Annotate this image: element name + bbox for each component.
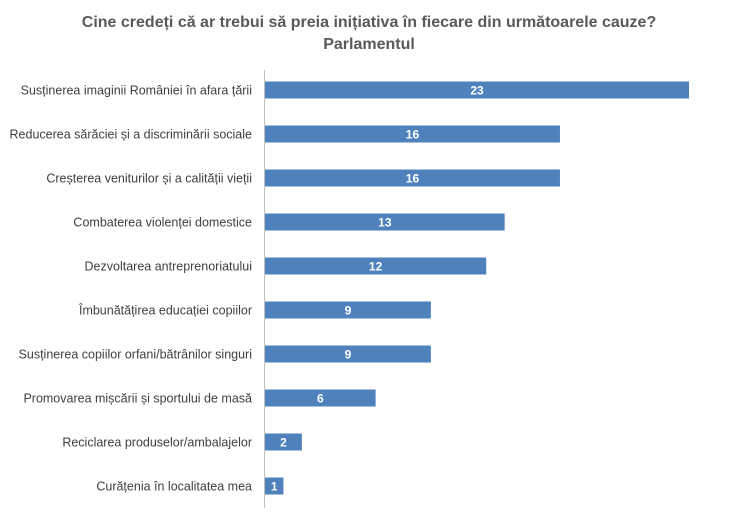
bar [265,213,505,231]
bar [265,81,689,99]
data-label: 6 [317,392,324,406]
bar [265,257,487,275]
category-label: Susținerea imaginii României în afara ță… [21,84,252,98]
bar [265,301,431,319]
data-label: 13 [378,216,392,230]
data-label: 9 [345,348,352,362]
bar [265,169,560,187]
data-label: 9 [345,304,352,318]
data-label: 23 [470,84,484,98]
category-label: Reciclarea produselor/ambalajelor [62,436,252,450]
chart-title: Cine credeți că ar trebui să preia iniți… [81,14,657,31]
bar-group: Susținerea imaginii României în afara ță… [10,81,689,495]
bar [265,125,560,143]
category-label: Îmbunătățirea educației copiilor [78,303,252,318]
data-label: 1 [271,480,278,494]
category-label: Susținerea copiilor orfani/bătrânilor si… [19,348,252,362]
data-label: 12 [369,260,383,274]
bar [265,433,302,451]
data-label: 16 [406,128,420,142]
data-label: 16 [406,172,420,186]
category-label: Curățenia în localitatea mea [96,480,252,494]
category-label: Reducerea sărăciei și a discriminării so… [10,128,253,142]
bar [265,477,284,495]
category-label: Dezvoltarea antreprenoriatului [85,260,252,274]
category-label: Promovarea mișcării și sportului de masă [23,392,252,406]
category-label: Creșterea veniturilor și a calității vie… [46,172,252,186]
bar [265,345,431,363]
chart-subtitle: Parlamentul [323,36,415,53]
data-label: 2 [280,436,287,450]
category-label: Combaterea violenței domestice [73,216,252,230]
bar [265,389,376,407]
